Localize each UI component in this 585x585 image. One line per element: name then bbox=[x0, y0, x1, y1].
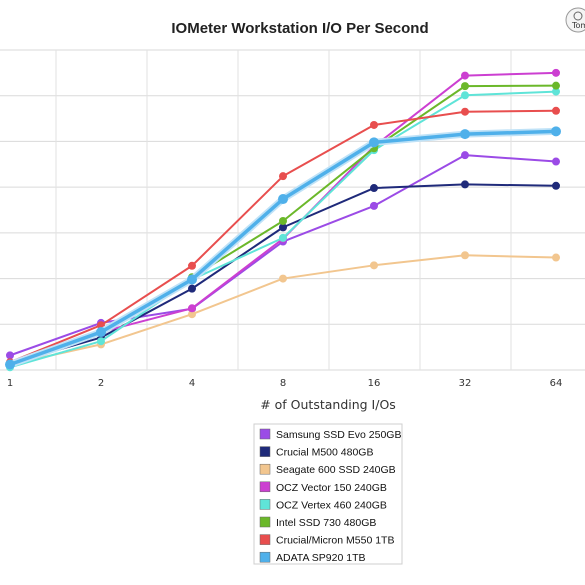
legend-swatch bbox=[259, 446, 271, 457]
data-point bbox=[279, 172, 287, 181]
data-point bbox=[461, 180, 469, 189]
x-tick-labels: 1 2 4 8 16 32 64 bbox=[7, 378, 563, 389]
data-point bbox=[552, 68, 560, 77]
x-tick-label: 64 bbox=[550, 378, 563, 389]
x-tick-label: 4 bbox=[189, 378, 195, 389]
legend-label: Crucial/Micron M550 1TB bbox=[276, 535, 394, 547]
legend-swatch bbox=[259, 516, 271, 528]
legend-swatch bbox=[259, 428, 271, 440]
data-point bbox=[188, 304, 196, 313]
data-point bbox=[6, 351, 14, 360]
legend-label: OCZ Vertex 460 240GB bbox=[276, 499, 387, 511]
legend-label: Samsung SSD Evo 250GB bbox=[276, 429, 401, 441]
legend-box bbox=[253, 423, 403, 565]
data-point bbox=[461, 107, 469, 116]
x-tick-label: 1 bbox=[7, 378, 13, 389]
plot-grid bbox=[0, 49, 585, 371]
data-point bbox=[461, 91, 469, 100]
data-point bbox=[461, 251, 469, 260]
data-point bbox=[370, 184, 378, 193]
data-point bbox=[461, 82, 469, 91]
data-point bbox=[551, 126, 561, 137]
data-point bbox=[552, 106, 560, 115]
logo-icon: Tomsi bbox=[565, 7, 585, 33]
logo-text: Tomsi bbox=[571, 21, 585, 30]
data-point bbox=[552, 253, 560, 262]
data-point bbox=[188, 284, 196, 293]
data-point bbox=[278, 194, 288, 205]
data-point bbox=[461, 151, 469, 160]
data-point bbox=[279, 223, 287, 232]
legend-swatch bbox=[259, 481, 271, 493]
data-point bbox=[188, 261, 196, 270]
series bbox=[6, 87, 560, 372]
legend-label: ADATA SP920 1TB bbox=[276, 552, 366, 564]
series bbox=[5, 126, 561, 370]
x-tick-label: 16 bbox=[368, 378, 381, 389]
legend-label: OCZ Vector 150 240GB bbox=[276, 482, 387, 494]
data-point bbox=[96, 327, 106, 338]
x-axis-label: # of Outstanding I/Os bbox=[260, 397, 396, 412]
data-point bbox=[552, 87, 560, 96]
series-line bbox=[9, 254, 557, 366]
legend-label: Seagate 600 SSD 240GB bbox=[276, 464, 396, 476]
data-point bbox=[370, 120, 378, 129]
data-point bbox=[279, 233, 287, 242]
data-point bbox=[370, 201, 378, 210]
x-tick-label: 32 bbox=[459, 378, 472, 389]
x-tick-label: 2 bbox=[98, 378, 104, 389]
data-point bbox=[552, 81, 560, 90]
data-point bbox=[552, 157, 560, 166]
data-point bbox=[5, 359, 15, 370]
legend-label: Crucial M500 480GB bbox=[276, 447, 373, 459]
data-point bbox=[369, 137, 379, 148]
chart-title: IOMeter Workstation I/O Per Second bbox=[171, 20, 428, 37]
data-point bbox=[370, 261, 378, 270]
data-point bbox=[279, 216, 287, 225]
series-lines bbox=[5, 68, 561, 372]
legend-label: Intel SSD 730 480GB bbox=[276, 517, 376, 529]
x-tick-label: 8 bbox=[280, 378, 286, 389]
data-point bbox=[188, 310, 196, 319]
series bbox=[6, 251, 560, 369]
legend-swatch bbox=[259, 499, 271, 510]
data-point bbox=[279, 274, 287, 283]
legend-swatch bbox=[259, 463, 271, 475]
data-point bbox=[552, 181, 560, 190]
data-point bbox=[461, 71, 469, 80]
data-point bbox=[460, 129, 470, 140]
data-point bbox=[97, 337, 105, 346]
legend-swatch bbox=[259, 551, 271, 563]
data-point bbox=[187, 274, 197, 285]
legend: Samsung SSD Evo 250GB Crucial M500 480GB S… bbox=[253, 423, 403, 565]
legend-swatch bbox=[259, 534, 271, 545]
